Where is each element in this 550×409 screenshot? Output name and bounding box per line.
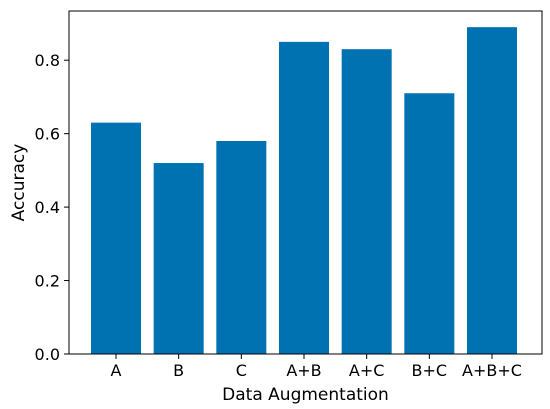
x-tick-label: C xyxy=(236,361,247,380)
x-axis-label: Data Augmentation xyxy=(222,385,389,405)
y-tick-label: 0.0 xyxy=(35,345,60,364)
y-tick-label: 0.2 xyxy=(35,272,60,291)
bar-b xyxy=(153,163,204,354)
bar-a-plus-b xyxy=(279,41,329,355)
x-tick-label: B+C xyxy=(412,361,448,380)
x-tick-label: A+B+C xyxy=(462,361,522,380)
plot-frame xyxy=(68,10,543,355)
bar-a xyxy=(91,122,141,354)
y-axis-ticks: 0.0 0.2 0.4 0.6 0.8 xyxy=(35,51,69,364)
bar-c xyxy=(216,141,267,354)
x-axis-ticks: A B C A+B A+C B+C A+B+C xyxy=(111,354,522,380)
y-axis-label: Accuracy xyxy=(9,144,29,222)
y-tick-label: 0.6 xyxy=(35,125,60,144)
x-tick-label: A xyxy=(111,361,122,380)
bar-a-plus-b-plus-c xyxy=(467,27,517,355)
x-tick-label: B xyxy=(173,361,184,380)
bar-a-plus-c xyxy=(341,49,392,354)
bars-group xyxy=(91,27,517,355)
y-tick-label: 0.8 xyxy=(35,51,60,70)
x-tick-label: A+B xyxy=(286,361,321,380)
bar-b-plus-c xyxy=(404,93,455,355)
x-tick-label: A+C xyxy=(349,361,385,380)
y-tick-label: 0.4 xyxy=(35,198,60,217)
